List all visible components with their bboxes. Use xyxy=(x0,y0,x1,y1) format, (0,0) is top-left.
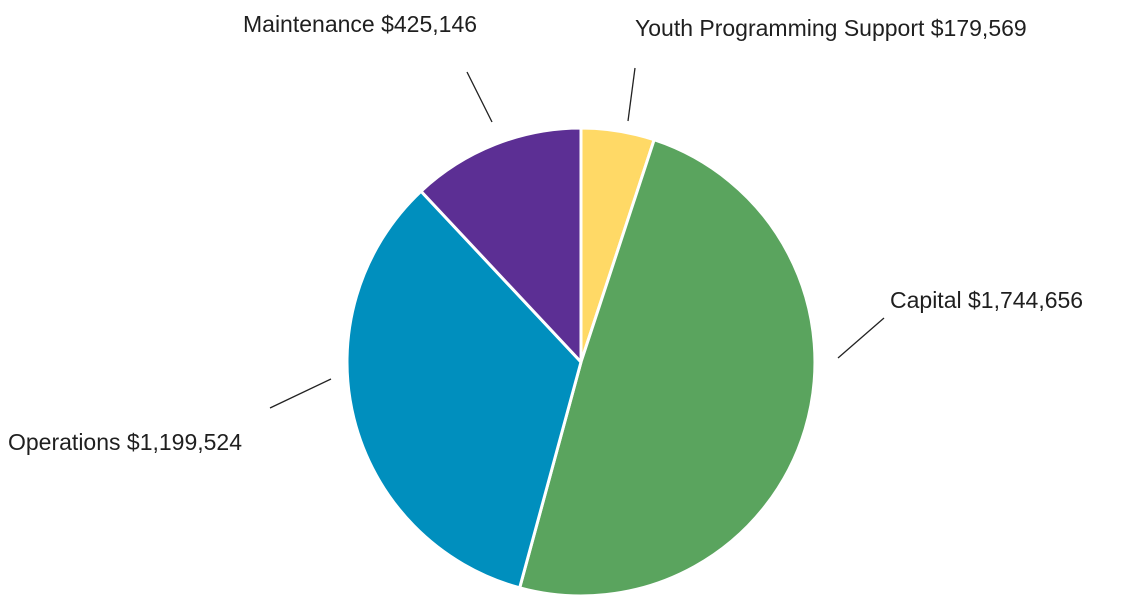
pie-slices xyxy=(345,126,817,597)
slice-label-value: $1,199,524 xyxy=(127,429,242,455)
slice-label-operations: Operations $1,199,524 xyxy=(8,429,242,455)
slice-label-name: Maintenance xyxy=(243,11,381,37)
slice-label-youth-programming-support: Youth Programming Support $179,569 xyxy=(635,15,1027,41)
slice-label-capital: Capital $1,744,656 xyxy=(890,287,1083,313)
slice-label-name: Youth Programming Support xyxy=(635,15,931,41)
leader-line-maintenance xyxy=(466,71,493,123)
pie-slice-maintenance xyxy=(419,126,583,364)
leader-lines xyxy=(269,67,885,409)
leader-line-operations xyxy=(269,378,332,409)
pie-slice-operations xyxy=(345,189,583,590)
leader-line-capital xyxy=(837,317,885,359)
leader-line-youth-programming-support xyxy=(627,67,636,122)
slice-label-maintenance: Maintenance $425,146 xyxy=(243,11,477,37)
slice-label-value: $179,569 xyxy=(931,15,1027,41)
slice-label-name: Capital xyxy=(890,287,968,313)
pie-slice-capital xyxy=(518,138,817,597)
slice-label-value: $425,146 xyxy=(381,11,477,37)
slice-label-value: $1,744,656 xyxy=(968,287,1083,313)
slice-labels: Youth Programming Support $179,569 Capita… xyxy=(8,11,1083,455)
slice-label-name: Operations xyxy=(8,429,127,455)
